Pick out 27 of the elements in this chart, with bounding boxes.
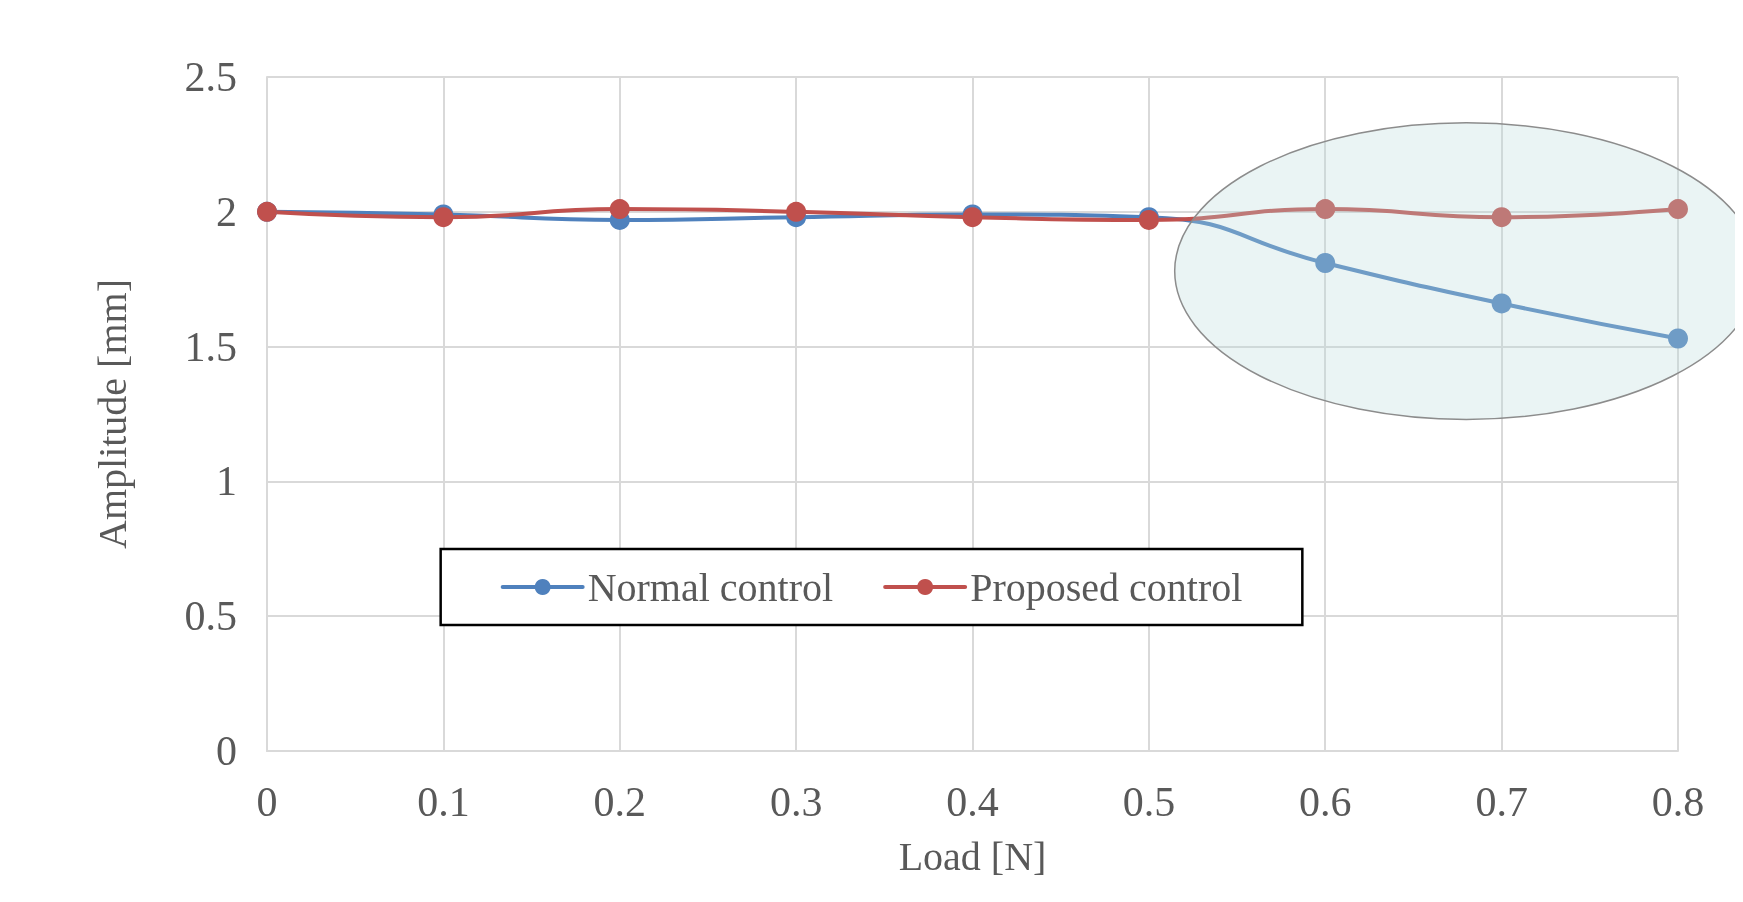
x-tick-label: 0.2 — [593, 779, 646, 825]
x-tick-label: 0.3 — [769, 779, 823, 825]
x-tick-label: 0 — [256, 779, 278, 825]
y-axis-title: Amplitude [mm] — [89, 279, 135, 549]
x-axis-title: Load [N] — [898, 833, 1047, 879]
legend-label: Normal control — [587, 564, 834, 610]
point — [609, 199, 630, 220]
x-tick-label: 0.6 — [1299, 779, 1352, 825]
point — [1491, 207, 1512, 228]
x-tick-label: 0.8 — [1651, 779, 1705, 825]
x-tick-label: 0.7 — [1475, 779, 1528, 825]
y-tick-label: 2 — [216, 188, 237, 235]
point — [786, 201, 807, 222]
point — [1315, 199, 1336, 220]
y-tick-label: 0.5 — [184, 593, 237, 640]
point — [1668, 199, 1688, 220]
x-tick-label: 0.4 — [946, 779, 999, 825]
point — [1491, 293, 1512, 314]
y-tick-label: 1.5 — [184, 323, 237, 370]
x-tick-label: 0.5 — [1122, 779, 1176, 825]
point — [1315, 253, 1336, 274]
point — [1668, 328, 1688, 349]
y-tick-label: 0 — [216, 728, 237, 774]
y-tick-label: 2.5 — [184, 54, 237, 100]
legend-label: Proposed control — [970, 564, 1243, 610]
x-tick-label: 0.1 — [417, 779, 470, 825]
y-tick-label: 1 — [216, 458, 237, 505]
